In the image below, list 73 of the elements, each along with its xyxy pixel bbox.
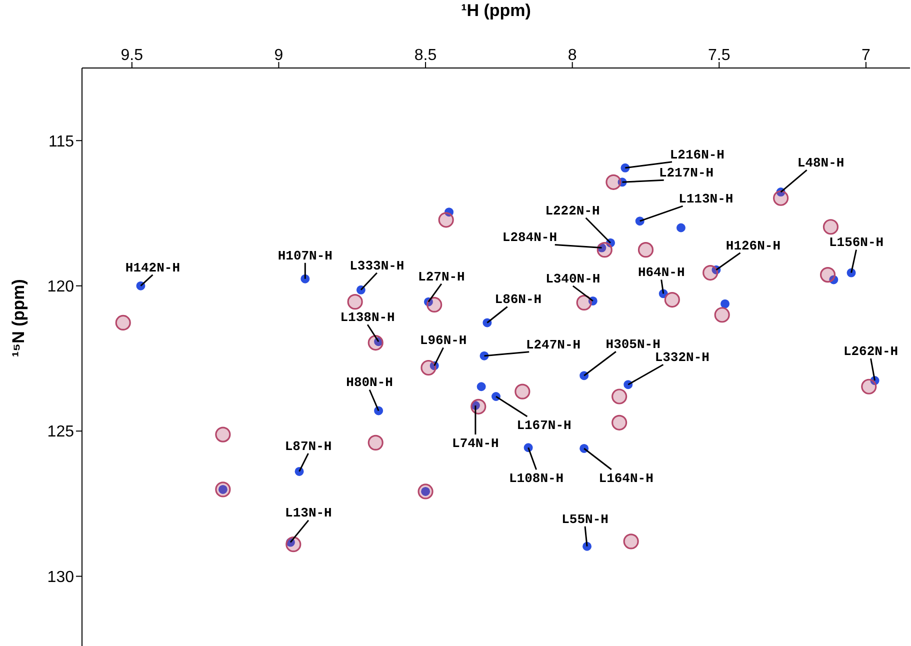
x-tick-label: 9	[274, 47, 284, 64]
annotation: L108N-H	[508, 471, 564, 486]
point	[418, 484, 434, 500]
point	[612, 388, 628, 404]
annotation: H126N-H	[726, 238, 781, 254]
point	[347, 294, 363, 310]
x-axis-title: ¹H (ppm)	[461, 1, 531, 20]
point	[476, 382, 486, 392]
x-tick-label: 8.5	[414, 47, 437, 64]
annotation: L96N-H	[420, 333, 467, 348]
y-tick-label: 130	[47, 568, 74, 586]
annotation: L284N-H	[502, 230, 558, 246]
x-tick-label: 7.5	[708, 47, 730, 64]
annotation: L87N-H	[284, 438, 332, 454]
y-tick-label: 125	[47, 424, 74, 441]
point	[596, 242, 612, 258]
point	[829, 275, 838, 284]
point	[612, 414, 628, 430]
x-tick-label: 9.5	[120, 47, 144, 64]
point	[773, 190, 789, 206]
annotation: L340N-H	[546, 271, 600, 286]
point	[820, 267, 836, 283]
point	[861, 378, 877, 394]
point	[606, 174, 622, 190]
point	[664, 292, 680, 308]
annotation: H64N-H	[638, 265, 685, 280]
annotation: L164N-H	[598, 470, 654, 486]
point	[444, 208, 454, 217]
point	[368, 434, 384, 450]
annotation: H107N-H	[278, 248, 332, 264]
point	[714, 307, 730, 323]
point	[115, 314, 131, 331]
annotation: L217N-H	[658, 166, 714, 181]
annotation: L156N-H	[828, 235, 884, 250]
annotation: L262N-H	[843, 344, 898, 359]
point	[470, 398, 486, 414]
y-axis-title: ¹⁵N (ppm)	[9, 279, 28, 357]
annotation: L13N-H	[285, 506, 332, 521]
y-tick-label: 120	[47, 278, 74, 296]
point	[676, 223, 686, 232]
point	[215, 482, 231, 498]
annotation: L48N-H	[797, 155, 844, 170]
point	[702, 264, 718, 281]
point	[638, 242, 654, 258]
annotation: L216N-H	[670, 147, 724, 162]
point	[368, 334, 384, 351]
annotation: L247N-H	[526, 337, 581, 352]
annotation: H305N-H	[606, 337, 660, 352]
annotation: L167N-H	[516, 418, 572, 433]
annotation: L332N-H	[654, 350, 710, 366]
annotation: L138N-H	[340, 310, 395, 326]
point	[420, 360, 436, 376]
annotation: L222N-H	[545, 203, 600, 218]
annotation: L113N-H	[678, 192, 734, 207]
annotation: L74N-H	[452, 436, 499, 451]
annotation: L333N-H	[350, 258, 404, 274]
annotation: L55N-H	[562, 512, 608, 527]
point	[514, 384, 530, 400]
y-tick-label: 115	[48, 133, 74, 150]
annotation: H80N-H	[346, 375, 393, 390]
point	[623, 534, 639, 550]
point	[720, 299, 730, 308]
x-tick-label: 8	[568, 47, 577, 64]
annotation: L27N-H	[418, 269, 465, 284]
point	[426, 296, 442, 313]
point	[215, 426, 231, 442]
point	[576, 294, 592, 310]
point	[822, 219, 839, 235]
point	[286, 536, 302, 552]
annotation: H142N-H	[125, 260, 180, 276]
point	[438, 212, 454, 228]
x-tick-label: 7	[862, 47, 871, 64]
annotation: L86N-H	[494, 292, 542, 308]
